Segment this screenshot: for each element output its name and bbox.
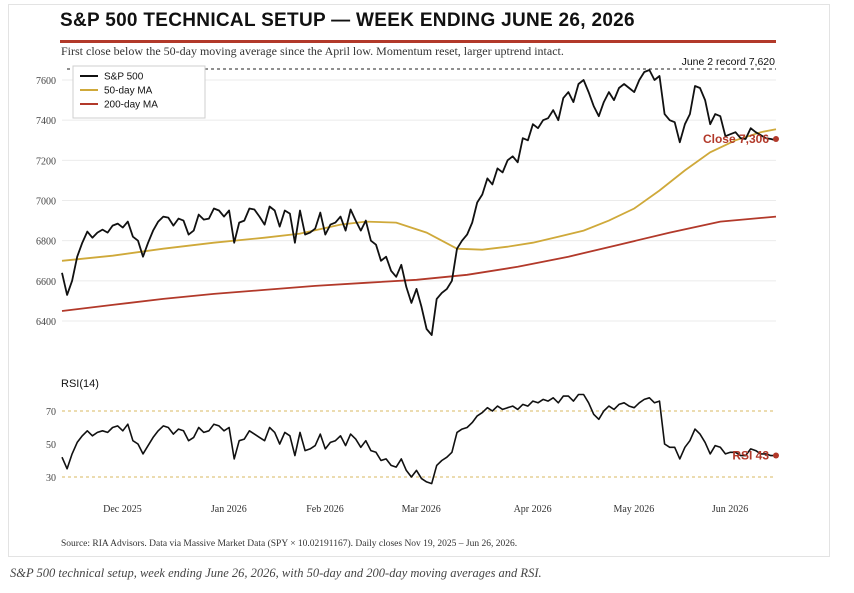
x-tick-label: Feb 2026 [306, 504, 344, 515]
subtitle: First close below the 50-day moving aver… [61, 44, 564, 58]
title-rule [60, 40, 776, 43]
legend-box [72, 65, 206, 119]
rsi-line [61, 393, 776, 485]
price-ytick-label: 7000 [36, 197, 56, 208]
close-marker [773, 136, 779, 143]
ma200-line [61, 215, 777, 312]
price-ytick-label: 6600 [36, 277, 56, 288]
legend-entry: 50-day MA [104, 86, 153, 97]
ma50-line [61, 128, 777, 262]
rsi-panel-title: RSI(14) [61, 378, 99, 390]
price-ytick-label: 7600 [36, 76, 56, 87]
rsi-ytick-label: 70 [46, 407, 56, 418]
source-note: Source: RIA Advisors. Data via Massive M… [61, 539, 518, 549]
figure-caption: S&P 500 technical setup, week ending Jun… [10, 566, 542, 580]
x-tick-label: Jun 2026 [712, 504, 748, 515]
page-title: S&P 500 TECHNICAL SETUP — WEEK ENDING JU… [60, 10, 635, 31]
rsi-marker [773, 452, 779, 459]
rsi-annotation: RSI 43 [732, 449, 769, 463]
x-tick-label: Mar 2026 [402, 504, 441, 515]
price-ytick-label: 7200 [36, 156, 56, 167]
x-tick-label: Dec 2025 [103, 504, 142, 515]
price-ytick-label: 6400 [36, 317, 56, 328]
close-annotation: Close 7,306 [703, 132, 769, 146]
spx-line [61, 69, 777, 336]
legend-entry: S&P 500 [104, 72, 144, 83]
price-ytick-label: 7400 [36, 116, 56, 127]
x-tick-label: Apr 2026 [514, 504, 552, 515]
x-tick-label: May 2026 [613, 504, 654, 515]
x-tick-label: Jan 2026 [211, 504, 247, 515]
rsi-ytick-label: 50 [46, 440, 56, 451]
legend-entry: 200-day MA [104, 100, 158, 111]
rsi-ytick-label: 30 [46, 473, 56, 484]
price-ytick-label: 6800 [36, 237, 56, 248]
record-annotation: June 2 record 7,620 [682, 56, 776, 68]
